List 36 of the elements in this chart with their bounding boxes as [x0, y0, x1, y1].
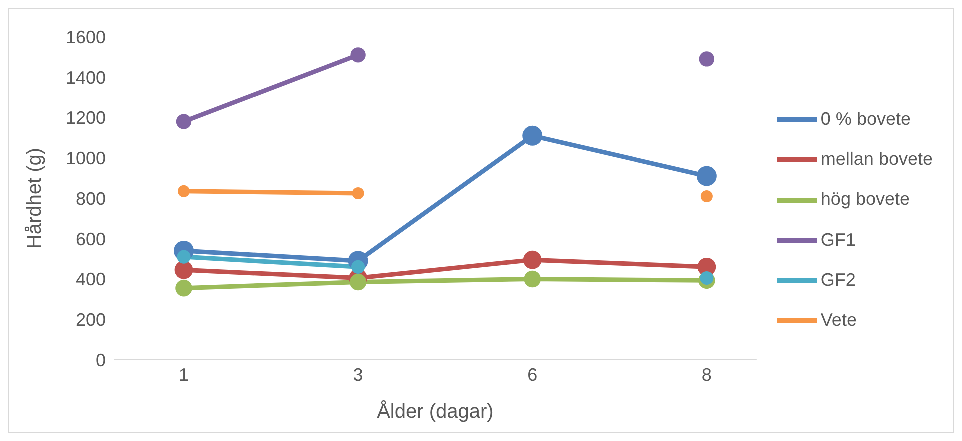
x-tick-label: 1 [178, 364, 190, 385]
y-axis-title: Hårdhet (g) [24, 148, 46, 250]
x-tick-label: 3 [353, 364, 364, 385]
point [700, 271, 714, 286]
y-tick-label: 0 [96, 350, 106, 370]
legend-label: GF1 [820, 230, 856, 250]
legend-label: hög bovete [820, 189, 910, 210]
point [352, 187, 364, 200]
y-tick-label: 400 [76, 270, 106, 290]
y-tick-label: 200 [76, 310, 106, 330]
point [350, 48, 366, 63]
legend-label: Vete [820, 310, 857, 330]
point [350, 274, 367, 291]
point [177, 250, 191, 264]
point [176, 280, 192, 297]
point [523, 250, 542, 270]
x-tick-label: 6 [528, 364, 538, 385]
legend-label: mellan bovete [820, 149, 933, 169]
point [700, 190, 713, 202]
x-axis-title: Ålder (dagar) [377, 400, 494, 423]
y-tick-label: 1400 [66, 68, 106, 88]
legend-label: GF2 [820, 270, 856, 290]
point [524, 270, 542, 288]
y-tick-label: 1600 [66, 27, 106, 48]
point [178, 185, 190, 198]
y-tick-label: 600 [76, 229, 106, 250]
y-tick-label: 1200 [66, 108, 106, 128]
x-tick-label: 8 [702, 364, 712, 385]
y-tick-label: 1000 [66, 148, 106, 169]
legend-label: 0 % bovete [820, 108, 911, 129]
point [696, 166, 717, 186]
point [522, 126, 543, 146]
point [174, 260, 194, 280]
point [699, 52, 715, 67]
point [176, 114, 192, 130]
y-tick-label: 800 [76, 188, 106, 209]
